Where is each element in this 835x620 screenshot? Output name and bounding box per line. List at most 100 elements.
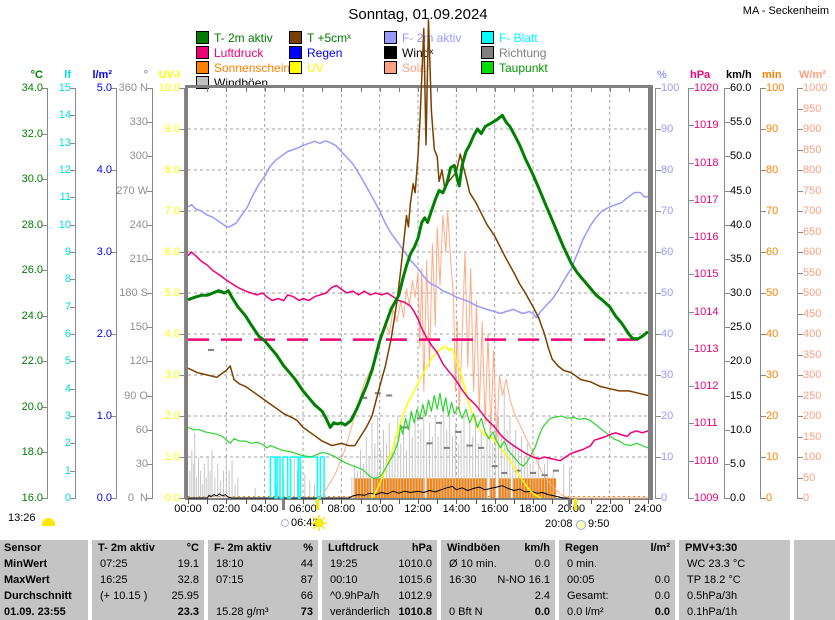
time-tick xyxy=(609,499,611,504)
time-tick xyxy=(628,499,630,504)
legend-label: T +5cmˣ xyxy=(307,31,352,45)
table-cell xyxy=(687,572,785,588)
legend-item-richtung: Richtung xyxy=(481,46,546,60)
table-cell: 07:25 xyxy=(100,558,128,570)
axis-tick xyxy=(70,252,75,253)
axis-tick-label: 90 O xyxy=(124,389,148,402)
axis-tick xyxy=(147,293,152,294)
chart-plot xyxy=(187,18,649,499)
axis-tick-label: 20 xyxy=(766,410,779,422)
legend-label: Solar xyxy=(402,61,431,75)
legend-swatch xyxy=(481,46,494,59)
time-tick-label: 24:00 xyxy=(634,503,662,515)
time-tick-top xyxy=(609,88,611,92)
axis-tick xyxy=(42,406,47,408)
axis-unit-UV-I: UV-I xyxy=(158,69,180,81)
time-tick-label: 18:00 xyxy=(519,503,547,515)
axis-tick-label: 0 xyxy=(803,492,810,504)
axis-tick-label: 150 xyxy=(803,430,822,443)
time-tick-top xyxy=(513,88,515,92)
axis-tick-label: 20 xyxy=(661,410,674,422)
legend-label: UV xyxy=(307,61,324,75)
table-cell: 0.5hPa/3h xyxy=(687,590,738,602)
table-cell: 18:10 xyxy=(216,558,244,570)
time-tick xyxy=(571,499,573,504)
axis-tick xyxy=(42,224,47,226)
time-tick-top xyxy=(437,88,439,92)
axis-unit-°C: °C xyxy=(30,69,43,81)
axis-tick xyxy=(70,115,75,117)
legend-item-wind-: Windˣ xyxy=(384,46,433,60)
axis-line-% xyxy=(655,88,656,499)
axis-tick-label: 100 xyxy=(803,451,822,463)
axis-tick xyxy=(147,156,152,158)
axis-tick xyxy=(70,197,75,199)
axis-tick-label: 10.0 xyxy=(730,423,752,436)
axis-tick-label: 1000 xyxy=(803,82,828,94)
axis-tick xyxy=(42,315,47,317)
legend-label: Luftdruck xyxy=(214,46,264,60)
axis-tick xyxy=(70,306,75,308)
axis-tick-label: 0 xyxy=(64,492,71,504)
series-uv xyxy=(371,345,542,499)
axis-line-UV-I xyxy=(184,88,185,499)
twilight-marker xyxy=(567,499,571,510)
axis-tick xyxy=(656,293,661,294)
axis-tick-label: 0.0 xyxy=(164,492,180,504)
axis-tick-label: 70 xyxy=(661,205,674,217)
axis-tick-label: 25.0 xyxy=(730,321,752,334)
time-tick-label: 10:00 xyxy=(365,503,394,515)
axis-tick xyxy=(689,199,694,201)
axis-tick xyxy=(689,237,694,239)
axis-tick-label: 200 xyxy=(803,410,822,422)
axis-tick-label: 24.0 xyxy=(21,309,43,322)
axis-tick xyxy=(656,129,661,130)
time-tick-label: 08:00 xyxy=(327,503,356,515)
table-cell: Sensor xyxy=(4,542,42,554)
table-cell: 15.28 g/m³ xyxy=(216,606,269,618)
time-tick xyxy=(379,499,381,504)
time-tick xyxy=(264,499,266,504)
series-taupunkt xyxy=(187,392,649,480)
table-cell: 0.0 xyxy=(654,606,670,618)
plot-frame-top xyxy=(185,85,653,88)
axis-tick xyxy=(70,498,75,499)
axis-tick-label: 50 xyxy=(803,471,816,484)
axis-tick xyxy=(111,334,116,335)
axis-tick-label: 900 xyxy=(803,123,822,135)
axis-tick-label: 3.0 xyxy=(96,246,112,258)
time-tick xyxy=(398,499,400,504)
axis-line-km/h xyxy=(724,88,725,499)
axis-tick xyxy=(798,252,803,253)
time-tick-top xyxy=(533,88,534,92)
axis-tick xyxy=(70,334,75,335)
axis-tick xyxy=(147,395,152,397)
axis-tick xyxy=(179,88,184,89)
plot-frame-left xyxy=(185,88,188,498)
table-cell: Luftdruck xyxy=(328,542,379,554)
table-cell: 07:15 xyxy=(216,574,244,586)
axis-tick-label: 800 xyxy=(803,164,822,176)
axis-tick xyxy=(179,375,184,376)
time-tick-top xyxy=(245,88,247,92)
axis-tick xyxy=(725,395,730,397)
axis-tick xyxy=(798,190,803,192)
axis-tick xyxy=(111,498,116,499)
legend-label: Regen xyxy=(307,46,343,60)
axis-tick xyxy=(725,122,730,124)
sunrise-time: 06:42 xyxy=(291,517,319,529)
axis-tick-label: 22.0 xyxy=(21,355,43,368)
axis-tick-label: 4.0 xyxy=(96,164,112,176)
axis-tick-label: 700 xyxy=(803,205,822,217)
table-cell: Gesamt: xyxy=(567,590,609,602)
axis-tick-label: 70 xyxy=(766,205,779,217)
axis-tick xyxy=(147,327,152,329)
table-cell: 19:25 xyxy=(330,558,358,570)
axis-tick-label: 150 xyxy=(129,321,148,334)
axis-tick xyxy=(689,274,694,276)
table-cell: 00:05 xyxy=(567,574,595,586)
axis-tick-label: 60.0 xyxy=(730,82,752,94)
table-cell: N-NO 16.1 xyxy=(497,574,550,586)
time-tick-top xyxy=(418,88,419,92)
legend-label: F- Blatt xyxy=(499,31,538,45)
